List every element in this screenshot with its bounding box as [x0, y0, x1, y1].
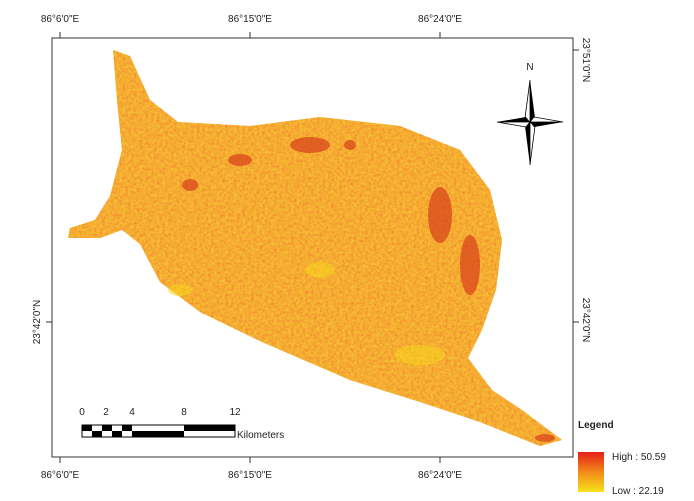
bottom-coord: 86°24'0"E — [418, 470, 462, 481]
scale-unit: Kilometers — [237, 430, 284, 441]
scale-tick: 8 — [181, 407, 187, 418]
north-label: N — [526, 62, 533, 73]
map-figure: N 0 2 4 8 12 Kilometers 86°6'0"E 86°15'0… — [0, 0, 694, 501]
bottom-coord: 86°6'0"E — [41, 470, 80, 481]
legend: Legend High : 50.59 Low : 22.19 — [578, 420, 666, 497]
top-coord: 86°24'0"E — [418, 14, 462, 25]
legend-high: High : 50.59 — [612, 452, 666, 463]
scale-tick: 12 — [229, 407, 241, 418]
legend-low: Low : 22.19 — [612, 486, 664, 497]
scale-tick: 0 — [79, 407, 85, 418]
legend-ramp — [578, 452, 604, 492]
scale-tick: 4 — [129, 407, 135, 418]
right-coord: 23°42'0"N — [580, 298, 591, 343]
right-coord: 23°51'0"N — [580, 38, 591, 83]
legend-title: Legend — [578, 420, 614, 431]
top-coord: 86°15'0"E — [228, 14, 272, 25]
top-coord: 86°6'0"E — [41, 14, 80, 25]
scale-tick: 2 — [103, 407, 109, 418]
left-coord: 23°42'0"N — [32, 300, 43, 345]
bottom-coord: 86°15'0"E — [228, 470, 272, 481]
